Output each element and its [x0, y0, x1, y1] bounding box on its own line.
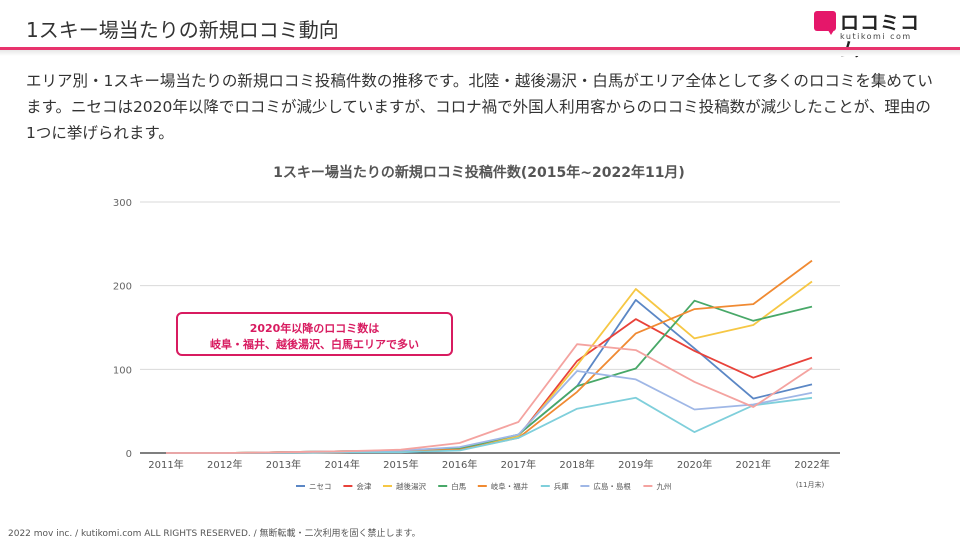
annotation-line-1: 2020年以降のロコミ数は [249, 322, 380, 335]
legend-label: 広島・島根 [593, 481, 631, 491]
x-tick-label: 2014年 [324, 458, 359, 471]
legend-item-6[interactable]: 兵庫 [540, 481, 569, 491]
legend-item-7[interactable]: 広島・島根 [580, 481, 631, 491]
legend-item-8[interactable]: 九州 [643, 482, 671, 491]
legend-item-3[interactable]: 越後湯沢 [383, 481, 426, 491]
kutikomi-logo[interactable]: ロコミコム kutikomi com [812, 10, 922, 61]
legend-item-5[interactable]: 岐阜・福井 [477, 481, 529, 491]
y-tick-label: 200 [113, 282, 132, 293]
legend-label: 九州 [656, 482, 671, 491]
x-tick-label: 2017年 [501, 458, 536, 471]
x-tick-label: 2019年 [618, 458, 653, 471]
series-line-7 [166, 370, 813, 454]
x-tick-label: 2016年 [442, 458, 477, 471]
legend-item-2[interactable]: 会津 [343, 481, 372, 491]
legend-label: ニセコ [309, 482, 332, 491]
x-tick-label: 2013年 [266, 458, 301, 471]
legend-label: 会津 [356, 481, 371, 491]
legend-label: 兵庫 [554, 481, 569, 491]
intro-paragraph: エリア別・1スキー場当たりの新規ロコミ投稿件数の推移です。北陸・越後湯沢・白馬が… [26, 72, 933, 142]
x-tick-label: 2021年 [736, 458, 771, 471]
x-tick-label: 2018年 [559, 458, 594, 471]
line-chart: 1スキー場当たりの新規ロコミ投稿件数(2015年~2022年11月) 0 100 2… [113, 164, 840, 491]
x-axis-note: (11月末) [796, 480, 825, 489]
speech-bubble-icon [814, 11, 836, 35]
y-tick-label: 100 [113, 365, 132, 376]
series-line-6 [166, 396, 813, 454]
header: 1スキー場当たりの新規ロコミ動向 ロコミコム kutikomi com [0, 0, 960, 61]
x-tick-label: 2012年 [207, 458, 242, 471]
chart-title: 1スキー場当たりの新規ロコミ投稿件数(2015年~2022年11月) [273, 164, 685, 181]
legend-item-4[interactable]: 白馬 [438, 481, 466, 491]
x-tick-label: 2022年 [794, 458, 829, 471]
x-tick-label: 2011年 [148, 458, 183, 471]
copyright-footer: 2022 mov inc. / kutikomi.com ALL RIGHTS … [8, 529, 421, 539]
legend-label: 越後湯沢 [396, 481, 426, 491]
x-tick-label: 2015年 [383, 458, 418, 471]
y-tick-label: 0 [126, 449, 132, 460]
annotation-line-2: 岐阜・福井、越後湯沢、白馬エリアで多い [210, 338, 419, 351]
legend-item-1[interactable]: ニセコ [296, 482, 332, 491]
header-shadow [0, 50, 960, 56]
series-line-8 [166, 343, 813, 454]
logo-subtext: kutikomi com [840, 32, 912, 41]
annotation-callout: 2020年以降のロコミ数は 岐阜・福井、越後湯沢、白馬エリアで多い [176, 312, 453, 356]
legend-label: 白馬 [451, 481, 466, 491]
legend-label: 岐阜・福井 [491, 481, 529, 491]
x-tick-label: 2020年 [677, 458, 712, 471]
page-title: 1スキー場当たりの新規ロコミ動向 [26, 18, 339, 42]
series-line-5 [166, 259, 813, 454]
y-tick-label: 300 [113, 198, 132, 209]
header-divider [0, 47, 960, 50]
